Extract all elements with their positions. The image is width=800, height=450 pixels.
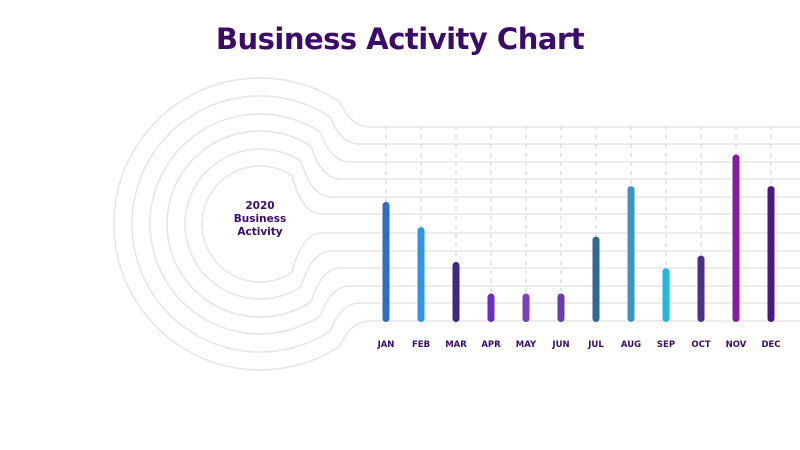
bar-aug <box>627 186 635 322</box>
horizontal-gridlines <box>291 101 800 347</box>
gridline <box>339 101 800 128</box>
x-tick-label-jul: JUL <box>587 340 604 350</box>
x-tick-label-nov: NOV <box>726 340 747 350</box>
gridline <box>339 320 800 347</box>
gridline <box>310 267 800 302</box>
decorative-arc <box>149 113 321 335</box>
bars <box>382 154 775 322</box>
decorative-arc <box>113 77 341 371</box>
bar-jul <box>592 236 600 322</box>
x-tick-label-sep: SEP <box>657 340 675 350</box>
decorative-arc <box>201 165 293 283</box>
x-tick-label-oct: OCT <box>691 340 710 350</box>
bar-jan <box>382 201 390 322</box>
bar-jun <box>557 293 565 322</box>
x-tick-labels: JAN FEB MAR APR MAY JUN JUL AUG SEP OCT NOV DEC <box>377 340 781 350</box>
gridline <box>300 161 800 198</box>
gridline <box>319 131 800 163</box>
bar-feb <box>417 227 425 322</box>
bar-may <box>522 293 530 322</box>
decorative-arc <box>131 95 331 353</box>
gridline <box>300 250 800 287</box>
decorative-arc <box>166 130 312 318</box>
bar-oct <box>697 255 705 322</box>
gridline <box>291 175 800 215</box>
x-tick-label-feb: FEB <box>412 340 430 350</box>
chart-title: Business Activity Chart <box>215 22 585 56</box>
center-label-line-2: Business <box>233 213 287 225</box>
x-tick-label-jan: JAN <box>377 340 395 350</box>
vertical-guides <box>385 126 772 322</box>
bar-apr <box>487 293 495 322</box>
bar-dec <box>767 186 775 322</box>
bar-mar <box>452 261 460 322</box>
bar-nov <box>732 154 740 322</box>
bar-sep <box>662 268 670 322</box>
gridline <box>329 116 800 145</box>
gridline <box>329 302 800 332</box>
center-label-line-3: Activity <box>237 226 283 238</box>
x-tick-label-may: MAY <box>516 340 537 350</box>
x-tick-label-aug: AUG <box>621 340 641 350</box>
gridline <box>319 285 800 317</box>
center-label-line-1: 2020 <box>245 200 275 212</box>
x-tick-label-jun: JUN <box>551 340 569 350</box>
gridline <box>310 146 800 180</box>
decorative-arc <box>184 148 302 300</box>
x-tick-label-mar: MAR <box>445 340 467 350</box>
x-tick-label-apr: APR <box>481 340 501 350</box>
x-tick-label-dec: DEC <box>761 340 780 350</box>
decorative-arcs <box>113 77 341 371</box>
gridline <box>291 232 800 273</box>
center-label: 2020 Business Activity <box>200 200 320 239</box>
